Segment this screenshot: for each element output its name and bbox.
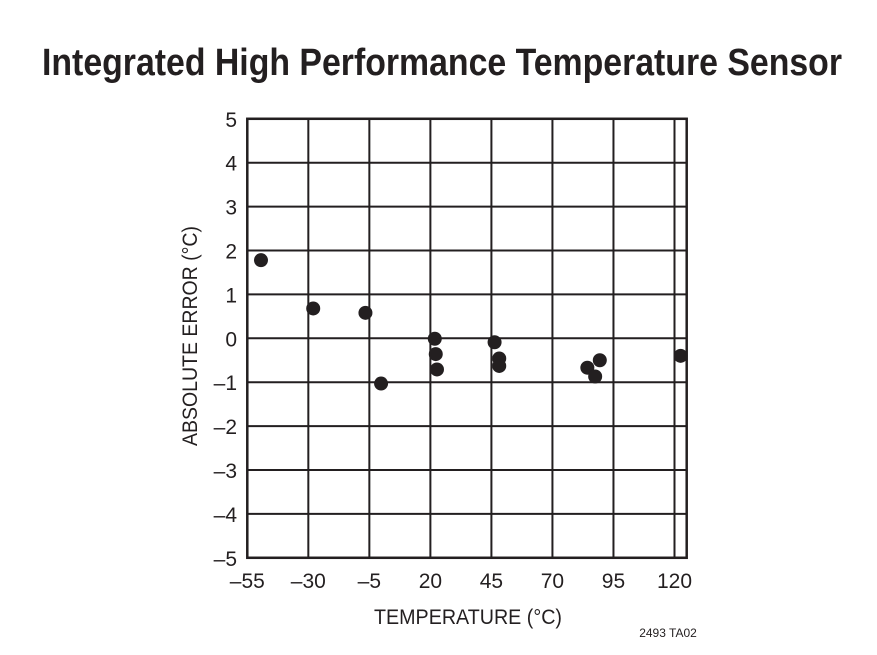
y-tick-label: –4 — [214, 504, 238, 527]
x-tick-label: 20 — [419, 570, 442, 593]
x-tick-label: 95 — [602, 570, 625, 593]
data-point — [487, 335, 502, 350]
y-tick-label: –1 — [214, 372, 237, 395]
data-point — [427, 331, 442, 346]
data-point — [358, 305, 373, 320]
y-tick-label: 2 — [225, 241, 237, 264]
grid — [246, 117, 688, 560]
data-point — [592, 353, 607, 368]
data-point — [673, 348, 688, 363]
y-tick-label: 3 — [225, 197, 237, 220]
x-tick-label: –55 — [230, 570, 265, 593]
x-tick-label: 45 — [480, 570, 503, 593]
data-point — [429, 362, 444, 377]
y-tick-labels: 5 4 3 2 1 0 –1 –2 –3 –4 –5 — [214, 109, 238, 571]
y-axis-label: ABSOLUTE ERROR (°C) — [179, 226, 202, 446]
plot-frame — [246, 117, 688, 560]
data-points — [253, 253, 688, 391]
y-tick-label: –5 — [214, 548, 237, 571]
data-point — [492, 358, 507, 373]
y-tick-label: 5 — [225, 109, 237, 132]
data-point — [253, 253, 268, 268]
x-tick-label: –30 — [291, 570, 326, 593]
y-tick-label: 4 — [225, 153, 237, 176]
y-tick-label: 0 — [225, 328, 237, 351]
y-tick-label: 1 — [225, 284, 237, 307]
y-tick-label: –3 — [214, 460, 237, 483]
x-tick-label: –5 — [358, 570, 381, 593]
data-point — [428, 347, 443, 362]
data-point — [374, 376, 389, 391]
x-axis-label: TEMPERATURE (°C) — [374, 606, 562, 629]
x-tick-label: 120 — [657, 570, 692, 593]
figure-code: 2493 TA02 — [639, 626, 697, 640]
data-point — [306, 301, 321, 316]
data-point — [588, 369, 603, 384]
y-tick-label: –2 — [214, 416, 237, 439]
x-tick-label: 70 — [541, 570, 564, 593]
x-tick-labels: –55 –30 –5 20 45 70 95 120 — [230, 570, 692, 593]
chart-title: Integrated High Performance Temperature … — [42, 42, 842, 84]
